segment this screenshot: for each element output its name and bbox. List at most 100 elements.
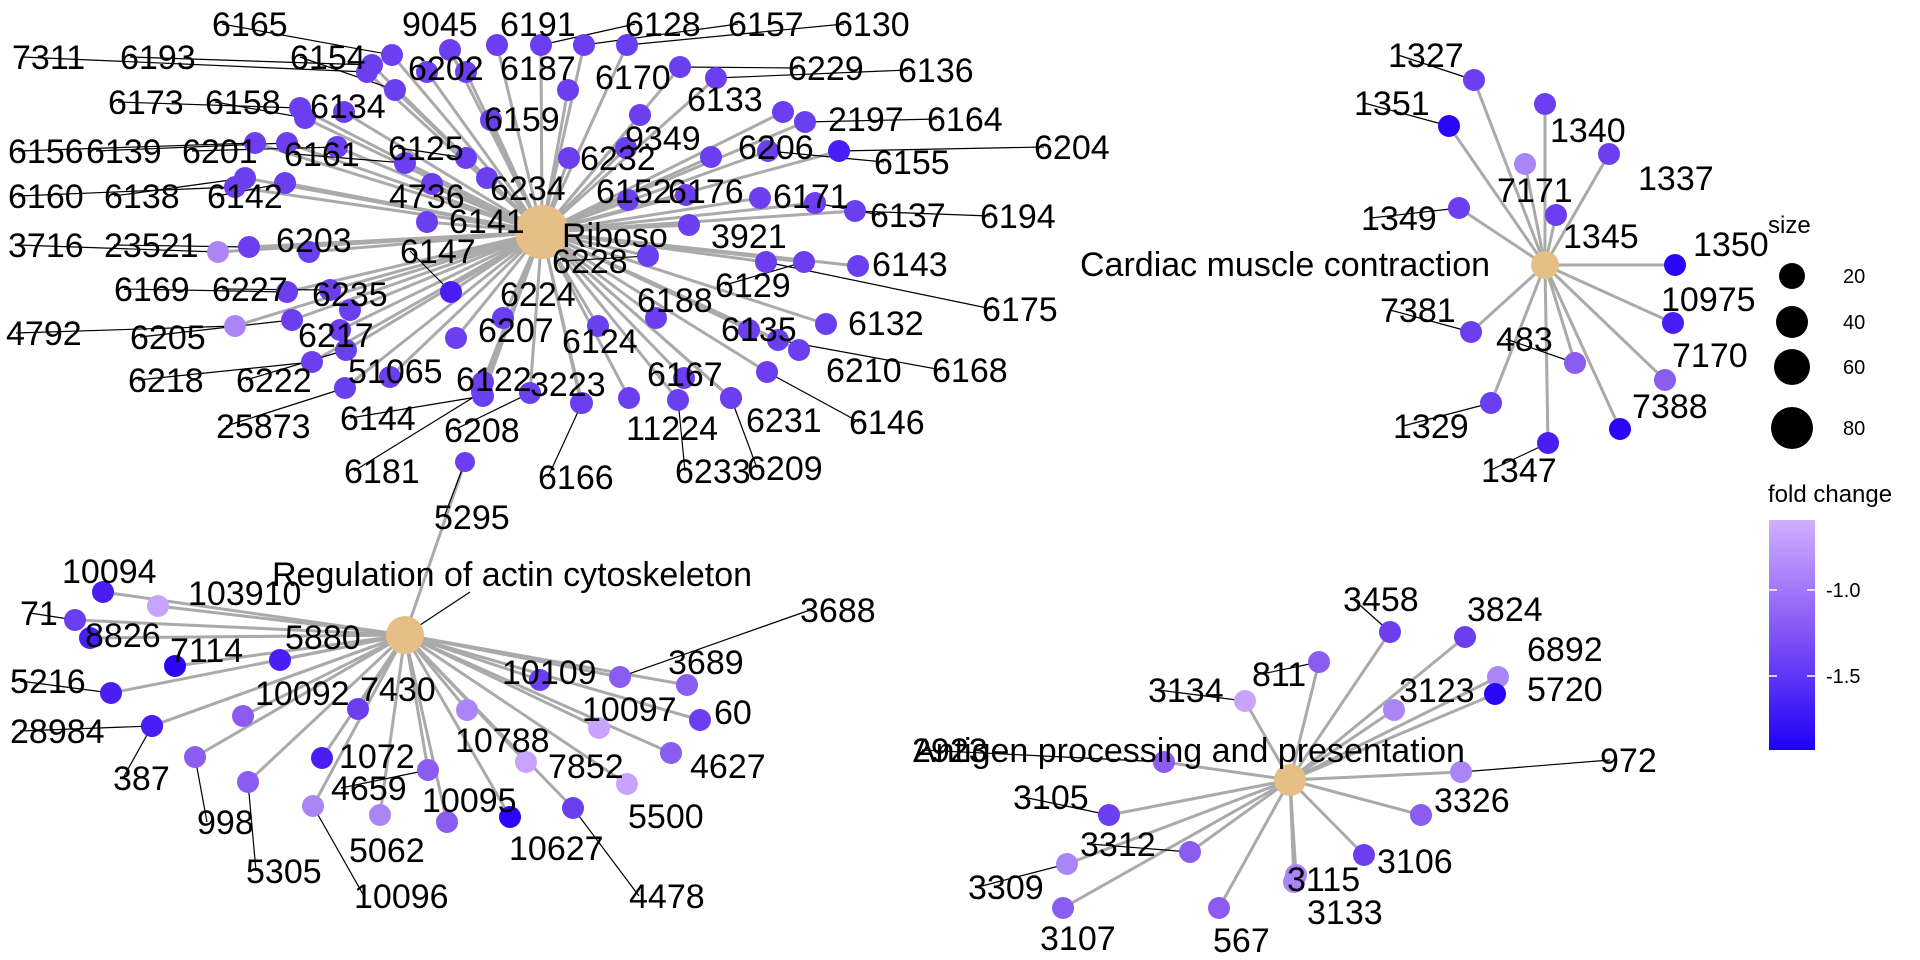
label-leader-line (854, 210, 991, 217)
gene-node (767, 329, 789, 351)
label-leader-line (1397, 54, 1475, 81)
label-leader-line (679, 66, 799, 69)
edge (1108, 778, 1291, 817)
gene-label: 3223 (530, 366, 606, 404)
gene-label: 6232 (580, 140, 656, 178)
edge (1472, 79, 1547, 266)
edge (308, 230, 543, 254)
gene-node (369, 804, 391, 826)
gene-node (772, 101, 794, 123)
gene-node (244, 132, 266, 154)
leader-line-layer (15, 23, 1611, 897)
gene-node (587, 315, 609, 337)
size-legend-label: 60 (1843, 357, 1865, 379)
gene-label: 6227 (212, 271, 288, 309)
gene-label: 387 (113, 760, 170, 798)
label-leader-line (17, 186, 236, 197)
label-leader-line (838, 146, 1045, 152)
edge (541, 230, 827, 326)
gene-label: 6224 (500, 276, 576, 314)
gene-node (689, 709, 711, 731)
gene-label: 7388 (1632, 388, 1708, 426)
gene-node (756, 361, 778, 383)
gene-node (828, 140, 850, 162)
edge (1543, 264, 1577, 364)
edge (540, 230, 686, 380)
gene-label: 972 (1600, 742, 1657, 780)
edge (390, 54, 544, 233)
gene-label: 10094 (62, 553, 157, 591)
edge (1447, 125, 1547, 266)
edge (541, 230, 768, 374)
edge (110, 633, 406, 695)
gene-label: 6193 (120, 39, 196, 77)
label-leader-line (225, 387, 346, 427)
category-label: Antigen processing and presentation (913, 732, 1465, 770)
edge (1288, 631, 1392, 781)
gene-node (660, 742, 682, 764)
label-leader-line (340, 769, 429, 789)
label-leader-line (293, 153, 406, 164)
gene-label: 4627 (690, 748, 766, 786)
gene-label: 1350 (1693, 226, 1769, 264)
gene-label: 483 (1496, 321, 1553, 359)
label-leader-line (921, 749, 1165, 763)
gene-node (1283, 871, 1305, 893)
gene-label: 6125 (388, 130, 464, 168)
gene-node (455, 61, 477, 83)
gene-node (471, 381, 493, 403)
gene-node (499, 806, 521, 828)
edge (1289, 635, 1466, 782)
gene-node (676, 674, 698, 696)
gene-label: 3458 (1343, 581, 1419, 619)
gene-label: 6170 (595, 59, 671, 97)
edge (1288, 661, 1321, 781)
gene-label: 3326 (1434, 782, 1510, 820)
gene-node (269, 649, 291, 671)
edge (1289, 708, 1395, 782)
gene-node (455, 452, 475, 472)
label-leader-line (245, 349, 347, 381)
gene-label: 6191 (500, 6, 576, 44)
gene-label: 4792 (6, 315, 82, 353)
label-leader-line (561, 255, 649, 262)
gene-label: 6166 (538, 459, 614, 497)
label-leader-line (221, 288, 331, 291)
gene-label: 6147 (400, 233, 476, 271)
gene-label: 1349 (1361, 200, 1437, 238)
edge (291, 230, 543, 322)
label-leader-line (113, 177, 246, 197)
gene-label: 6206 (738, 129, 814, 167)
gene-node (100, 682, 122, 704)
edge (495, 44, 544, 233)
edge (403, 461, 467, 636)
gene-node (1056, 853, 1078, 875)
edge (539, 44, 544, 233)
gene-node (298, 241, 320, 263)
gene-node (1534, 93, 1556, 115)
gene-node (678, 214, 700, 236)
label-leader-line (194, 756, 208, 823)
gene-node (311, 747, 333, 769)
gene-node (335, 339, 357, 361)
gene-label: 6171 (773, 178, 849, 216)
gene-label: 2197 (828, 101, 904, 139)
gene-node (705, 67, 727, 89)
color-bar (1769, 520, 1815, 750)
label-leader-line (353, 391, 483, 472)
edge (541, 201, 816, 234)
gene-label: 6169 (114, 271, 190, 309)
gene-node (1308, 651, 1330, 673)
gene-label: 6205 (130, 319, 206, 357)
gene-node (1545, 204, 1567, 226)
label-leader-line (19, 725, 153, 732)
gene-node (617, 189, 639, 211)
gene-label: 3716 (8, 227, 84, 265)
gene-node (557, 79, 579, 101)
gene-label: 6187 (500, 50, 576, 88)
gene-label: 103910 (188, 575, 301, 613)
gene-label: 6158 (205, 84, 281, 122)
edge (1163, 760, 1291, 782)
edge (1543, 264, 1622, 430)
gene-label: 5880 (285, 619, 361, 657)
